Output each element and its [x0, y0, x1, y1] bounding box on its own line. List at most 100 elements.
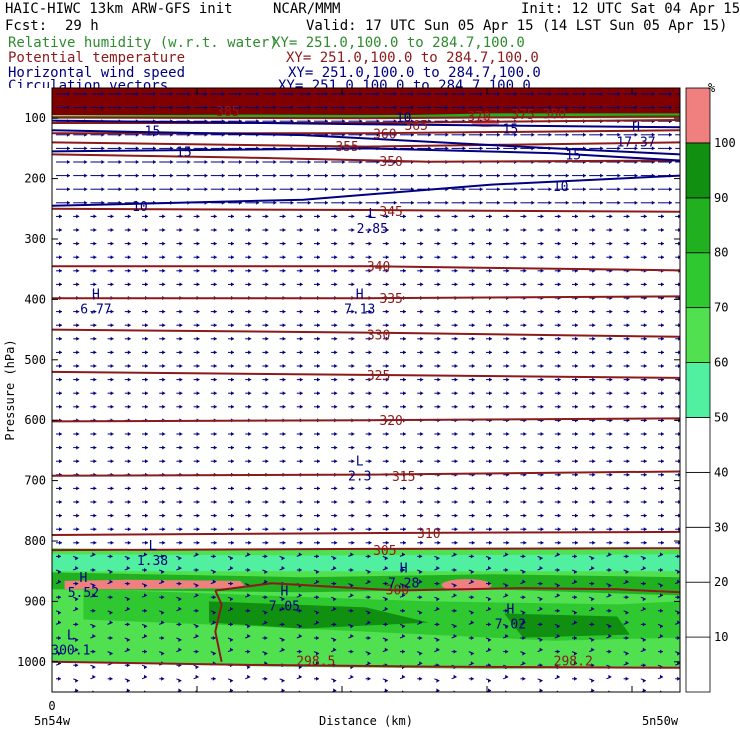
vector-head — [334, 364, 338, 368]
vector-head — [161, 651, 165, 656]
vector-head — [626, 500, 630, 504]
vector-head — [608, 568, 612, 572]
vector-head — [592, 228, 596, 232]
vector-head — [540, 377, 544, 382]
vector-head — [642, 581, 646, 586]
vector-head — [583, 92, 586, 96]
vector-head — [58, 579, 61, 584]
vector-head — [470, 620, 474, 625]
vector-head — [93, 459, 97, 464]
vector-head — [127, 350, 131, 355]
vector-head — [317, 391, 320, 396]
vector-head — [403, 214, 406, 219]
vector-head — [248, 404, 252, 409]
vector-head — [626, 350, 630, 355]
vector-head — [420, 445, 424, 450]
vector-head — [643, 214, 647, 219]
vector-head — [316, 636, 319, 640]
vector-head — [282, 377, 286, 382]
vector-head — [677, 579, 680, 584]
vector-head — [626, 432, 630, 436]
vector-head — [231, 214, 234, 219]
vector-head — [488, 647, 491, 652]
vector-head — [127, 336, 131, 341]
vector-head — [643, 377, 647, 382]
vector-head — [428, 132, 432, 137]
vector-head — [523, 527, 527, 532]
vector-head — [445, 92, 449, 96]
vector-head — [565, 132, 569, 137]
vector-head — [334, 282, 338, 287]
vector-head — [204, 105, 208, 110]
vector-head — [247, 634, 251, 638]
vector-head — [333, 638, 337, 642]
vector-head — [58, 570, 61, 574]
vector-head — [196, 241, 200, 246]
vector-head — [523, 241, 527, 246]
vector-head — [368, 364, 372, 368]
extremum-value: 7.05 — [269, 599, 300, 614]
vector-head — [609, 309, 613, 314]
vector-head — [162, 241, 166, 246]
vector-head — [212, 651, 216, 656]
vector-head — [643, 364, 647, 368]
vector-head — [420, 513, 424, 518]
vector-head — [591, 597, 595, 602]
field-name-theta: Potential temperature — [8, 50, 186, 66]
vector-head — [642, 622, 646, 627]
vector-head — [213, 486, 217, 491]
theta-contour-line — [52, 141, 680, 148]
vector-head — [162, 513, 166, 518]
vector-head — [583, 132, 586, 137]
vector-head — [643, 432, 647, 436]
vector-head — [651, 92, 655, 96]
vector-head — [298, 608, 302, 613]
vector-head — [609, 486, 613, 491]
vector-head — [264, 610, 268, 615]
vector-head — [59, 500, 62, 504]
vector-head — [307, 160, 311, 164]
vector-head — [161, 554, 165, 559]
vector-head — [195, 634, 199, 638]
vector-head — [264, 554, 268, 559]
vector-head — [489, 500, 492, 504]
vector-head — [213, 323, 217, 328]
vector-head — [333, 647, 337, 652]
vector-head — [592, 404, 596, 409]
vector-head — [540, 350, 544, 355]
vector-head — [221, 105, 225, 110]
vector-head — [247, 552, 251, 557]
vector-head — [608, 674, 612, 679]
wind-label: 10 — [132, 200, 148, 215]
vector-head — [265, 323, 269, 328]
vector-head — [127, 364, 131, 368]
vector-head — [264, 636, 268, 640]
vector-head — [575, 214, 578, 219]
vector-head — [583, 173, 586, 178]
vector-head — [368, 540, 372, 545]
vector-head — [93, 268, 97, 273]
theta-label: 350 — [379, 155, 402, 170]
vector-head — [351, 513, 355, 518]
vector-head — [59, 391, 62, 396]
vector-head — [118, 160, 122, 164]
vector-head — [506, 404, 510, 409]
vector-head — [59, 527, 62, 532]
vector-head — [393, 105, 397, 110]
vector-head — [489, 432, 492, 436]
vector-head — [420, 527, 424, 532]
vector-head — [162, 309, 166, 314]
vector-head — [350, 674, 354, 679]
vector-head — [540, 268, 544, 273]
vector-head — [403, 323, 406, 328]
vector-head — [179, 377, 183, 382]
vector-head — [178, 622, 182, 627]
vector-head — [506, 540, 510, 545]
vector-head — [299, 268, 303, 273]
vector-head — [626, 445, 630, 450]
vector-head — [454, 268, 458, 273]
vector-head — [609, 459, 613, 464]
vector-head — [110, 391, 114, 396]
colorbar-swatch — [685, 252, 711, 309]
vector-head — [574, 579, 577, 584]
